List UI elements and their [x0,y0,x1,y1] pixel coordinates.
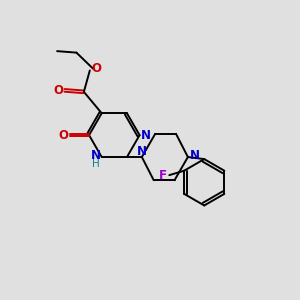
Text: O: O [59,129,69,142]
Text: O: O [54,84,64,97]
Text: N: N [189,149,200,162]
Text: N: N [136,145,146,158]
Text: N: N [92,149,101,162]
Text: H: H [92,159,100,169]
Text: O: O [92,62,101,76]
Text: N: N [140,129,151,142]
Text: F: F [159,169,167,182]
